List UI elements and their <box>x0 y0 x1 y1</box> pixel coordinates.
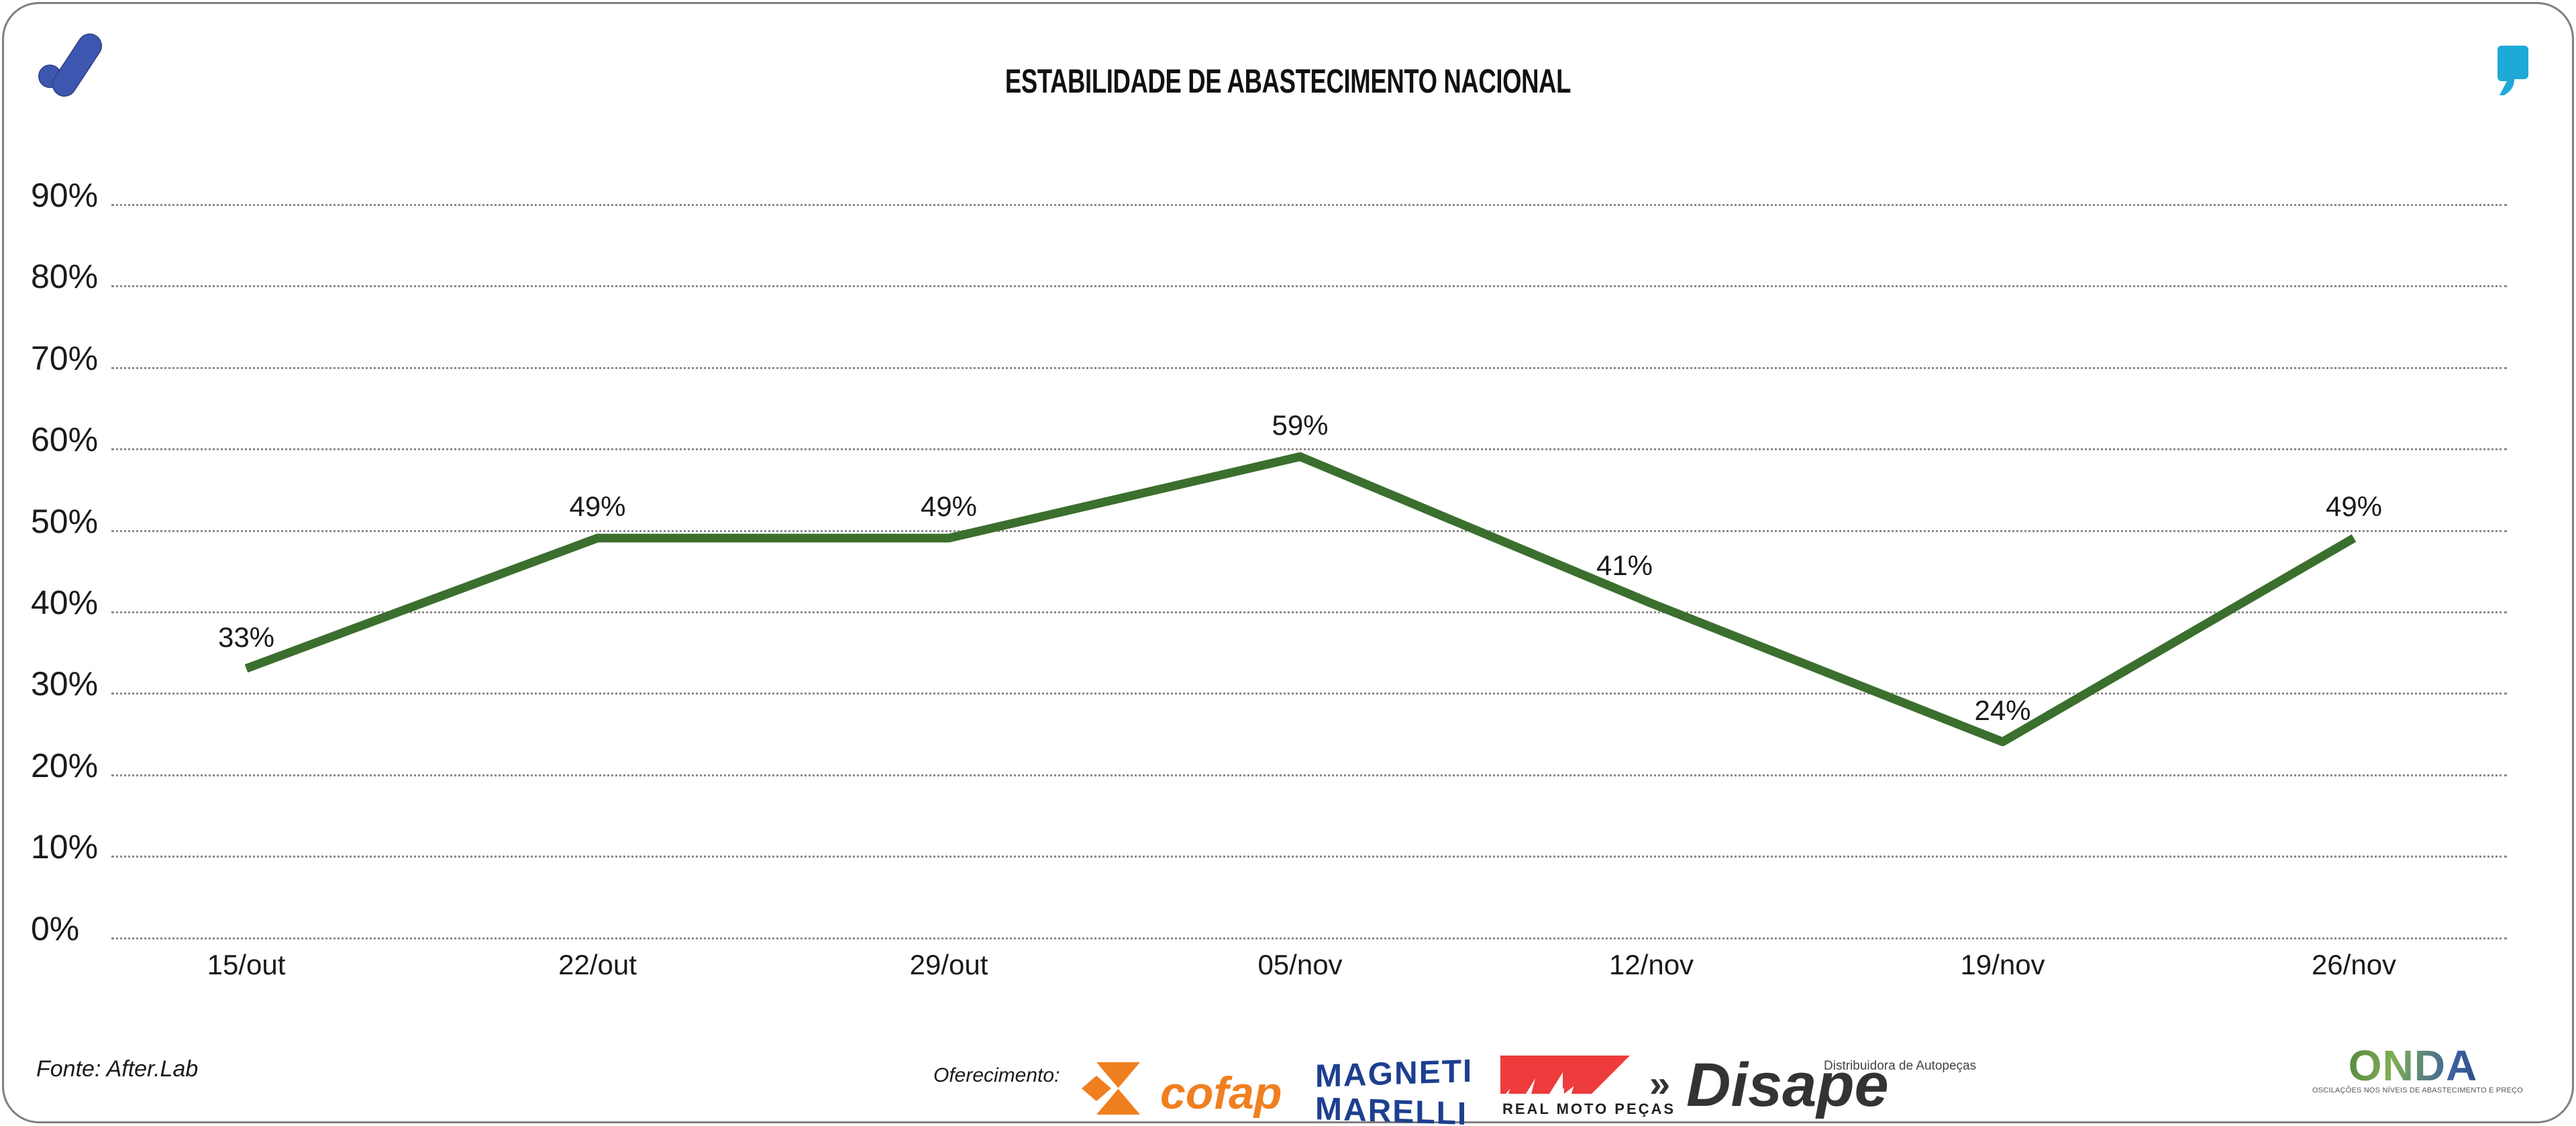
svg-text:MARELLI: MARELLI <box>1315 1091 1467 1126</box>
svg-text:Distribuidora de Autopeças: Distribuidora de Autopeças <box>1824 1059 1976 1073</box>
svg-text:MAGNETI: MAGNETI <box>1315 1054 1473 1094</box>
svg-text:cofap: cofap <box>1160 1068 1282 1119</box>
svg-text:»: » <box>1649 1062 1670 1105</box>
